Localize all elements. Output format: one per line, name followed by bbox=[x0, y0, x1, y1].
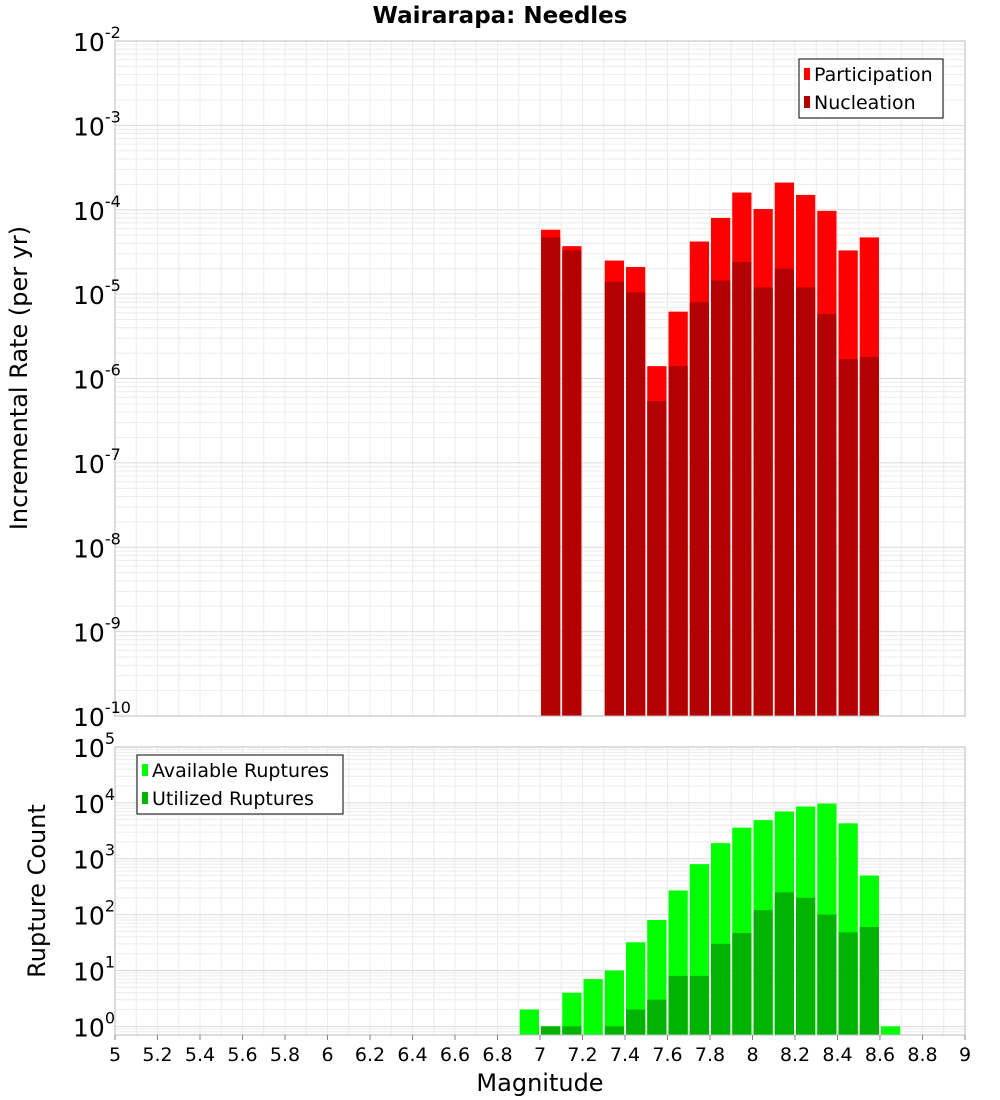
legend-box bbox=[136, 754, 344, 815]
count-bars bbox=[519, 803, 901, 1035]
x-tick-label: 6 bbox=[321, 1044, 333, 1066]
rate-inner-bar bbox=[562, 250, 582, 717]
legend-label: Available Ruptures bbox=[152, 760, 329, 782]
y-tick-label: 100 bbox=[73, 1008, 115, 1042]
legend-swatch bbox=[142, 792, 148, 804]
x-tick-label: 6.4 bbox=[397, 1044, 427, 1066]
rate-inner-bar bbox=[796, 287, 816, 716]
top-legend: Participation Nucleation bbox=[798, 58, 944, 119]
y-tick-label: 10-5 bbox=[73, 276, 121, 310]
y-tick-label: 105 bbox=[73, 729, 115, 763]
count-outer-bar bbox=[519, 1009, 539, 1035]
bottom-y-axis-label: Rupture Count bbox=[23, 804, 51, 978]
x-tick-label: 5.8 bbox=[270, 1044, 300, 1066]
x-tick-label: 6.6 bbox=[440, 1044, 470, 1066]
legend-label: Utilized Ruptures bbox=[152, 788, 314, 810]
count-outer-bar bbox=[562, 992, 582, 1035]
y-tick-label: 10-3 bbox=[73, 107, 121, 141]
rate-inner-bar bbox=[668, 366, 688, 716]
count-inner-bar bbox=[626, 1009, 646, 1035]
count-inner-bar bbox=[668, 975, 688, 1035]
count-inner-bar bbox=[753, 910, 773, 1035]
x-tick-label: 7.6 bbox=[652, 1044, 682, 1066]
y-tick-label: 104 bbox=[73, 785, 115, 819]
rate-bars bbox=[541, 182, 879, 717]
x-tick-label: 9 bbox=[959, 1044, 971, 1066]
x-tick-label: 8 bbox=[746, 1044, 758, 1066]
rate-inner-bar bbox=[647, 401, 667, 716]
count-inner-bar bbox=[689, 975, 709, 1035]
legend-swatch bbox=[142, 764, 148, 776]
count-inner-bar bbox=[859, 927, 879, 1035]
x-tick-label: 7 bbox=[534, 1044, 546, 1066]
y-tick-label: 10-4 bbox=[73, 192, 121, 226]
count-inner-bar bbox=[838, 932, 858, 1035]
rate-inner-bar bbox=[604, 281, 624, 716]
y-tick-label: 10-2 bbox=[73, 23, 121, 57]
rate-inner-bar bbox=[689, 302, 709, 716]
count-inner-bar bbox=[647, 999, 667, 1035]
y-tick-label: 10-7 bbox=[73, 445, 121, 479]
x-tick-label: 8.2 bbox=[780, 1044, 810, 1066]
count-outer-bar bbox=[881, 1026, 901, 1035]
rate-inner-bar bbox=[774, 268, 794, 716]
legend-label: Participation bbox=[814, 64, 933, 86]
top-y-axis-label: Incremental Rate (per yr) bbox=[5, 226, 33, 530]
rate-inner-bar bbox=[711, 280, 731, 716]
x-tick-label: 7.4 bbox=[610, 1044, 640, 1066]
count-inner-bar bbox=[711, 943, 731, 1035]
x-tick-label: 8.8 bbox=[907, 1044, 937, 1066]
count-outer-bar bbox=[604, 970, 624, 1035]
x-tick-label: 5.4 bbox=[185, 1044, 215, 1066]
count-inner-bar bbox=[562, 1026, 582, 1035]
x-tick-label: 6.2 bbox=[355, 1044, 385, 1066]
x-tick-label: 8.6 bbox=[865, 1044, 895, 1066]
rate-inner-bar bbox=[838, 359, 858, 716]
bottom-legend: Available Ruptures Utilized Ruptures bbox=[136, 754, 344, 815]
rate-inner-bar bbox=[541, 237, 561, 716]
legend-swatch bbox=[804, 68, 810, 80]
y-tick-label: 10-9 bbox=[73, 614, 121, 648]
rate-inner-bar bbox=[859, 356, 879, 716]
rate-inner-bar bbox=[753, 287, 773, 716]
x-tick-label: 7.8 bbox=[695, 1044, 725, 1066]
top-grid bbox=[114, 40, 966, 717]
x-axis-label: Magnitude bbox=[476, 1069, 603, 1097]
count-inner-bar bbox=[541, 1026, 561, 1035]
legend-swatch bbox=[804, 96, 810, 108]
legend-box bbox=[798, 58, 944, 119]
y-tick-label: 10-6 bbox=[73, 361, 121, 395]
rate-inner-bar bbox=[817, 314, 837, 716]
bottom-y-ticks: 105 104 103 102 101 100 bbox=[73, 729, 115, 1042]
y-tick-label: 10-8 bbox=[73, 529, 121, 563]
y-tick-label: 103 bbox=[73, 841, 115, 875]
x-tick-label: 5 bbox=[109, 1044, 121, 1066]
x-tick-label: 6.8 bbox=[482, 1044, 512, 1066]
y-tick-label: 10-10 bbox=[73, 698, 131, 732]
top-y-ticks: 10-2 10-3 10-4 10-5 10-6 10-7 10-8 10-9 10-10 bbox=[73, 23, 131, 732]
x-ticks: 5 5.2 5.4 5.6 5.8 6 6.2 6.4 6.6 6.8 7 7.2 7.4 7.6 7.8 8… bbox=[109, 1035, 971, 1066]
count-inner-bar bbox=[817, 914, 837, 1035]
y-tick-label: 101 bbox=[73, 952, 115, 986]
legend-label: Nucleation bbox=[814, 92, 916, 114]
count-inner-bar bbox=[796, 897, 816, 1035]
count-outer-bar bbox=[583, 979, 603, 1035]
x-tick-label: 5.6 bbox=[227, 1044, 257, 1066]
count-inner-bar bbox=[774, 892, 794, 1035]
count-inner-bar bbox=[732, 932, 752, 1035]
x-tick-label: 7.2 bbox=[567, 1044, 597, 1066]
chart-title: Wairarapa: Needles bbox=[373, 3, 628, 29]
count-inner-bar bbox=[604, 1026, 624, 1035]
x-tick-label: 8.4 bbox=[822, 1044, 852, 1066]
rate-inner-bar bbox=[732, 262, 752, 716]
rate-inner-bar bbox=[626, 292, 646, 716]
y-tick-label: 102 bbox=[73, 897, 115, 931]
top-plot-frame bbox=[114, 40, 966, 717]
x-tick-label: 5.2 bbox=[142, 1044, 172, 1066]
